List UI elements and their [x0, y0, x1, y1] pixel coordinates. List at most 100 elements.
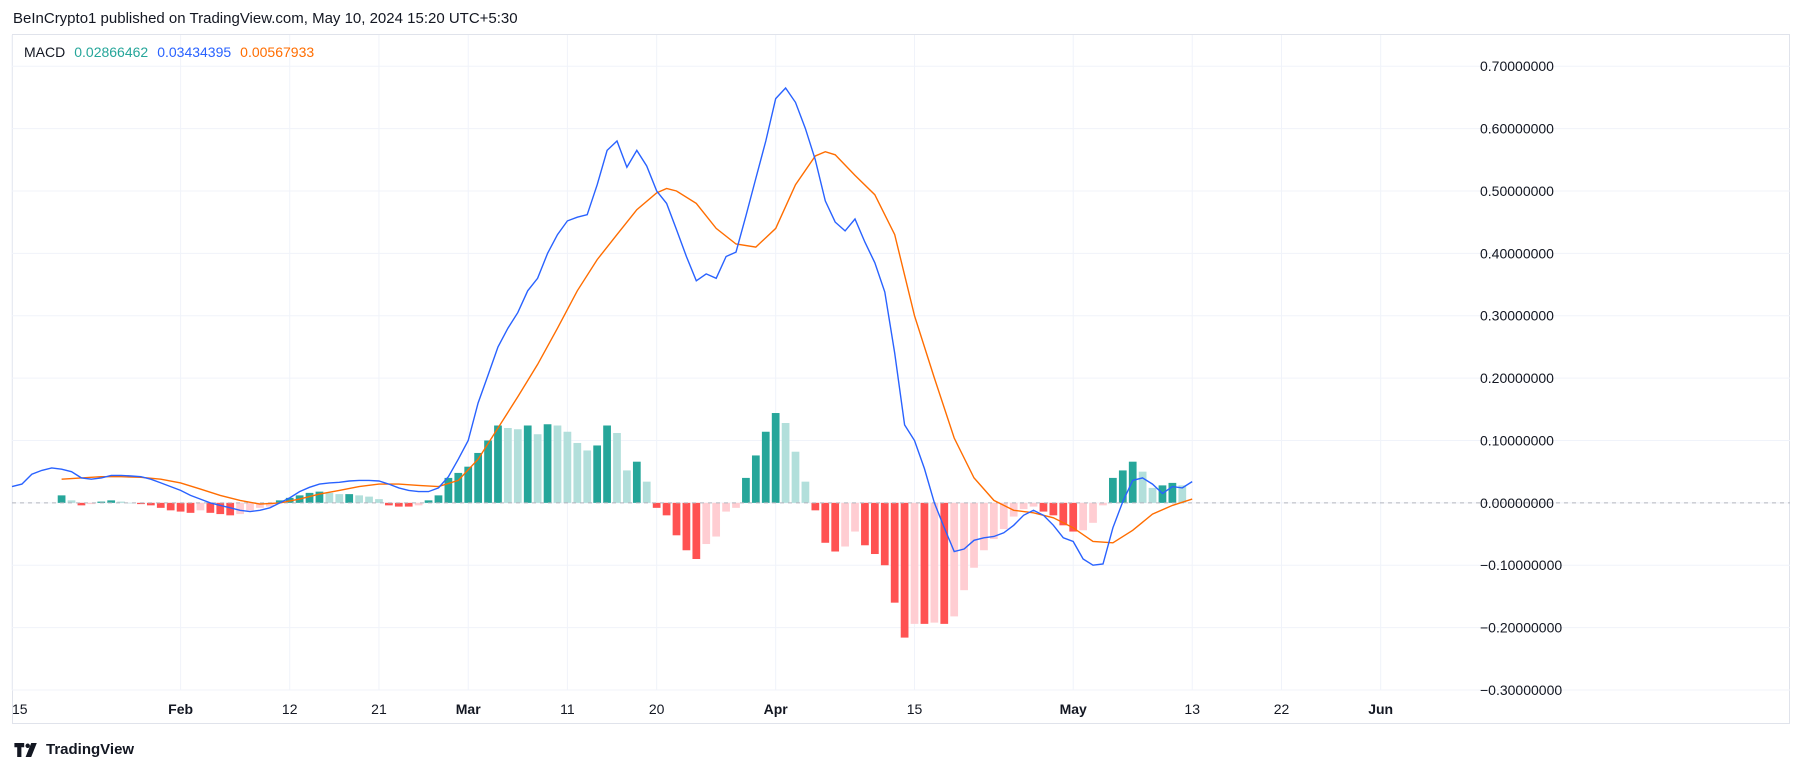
x-tick-label: Apr	[764, 701, 789, 717]
x-tick-label: Jun	[1368, 701, 1393, 717]
histogram-bar	[424, 500, 433, 503]
histogram-bar	[1089, 502, 1097, 523]
histogram-bar	[890, 502, 899, 603]
histogram-bar	[523, 425, 532, 503]
histogram-bar	[831, 502, 840, 552]
legend-name: MACD	[24, 44, 66, 60]
histogram-bar	[315, 491, 324, 503]
histogram-bar	[841, 502, 849, 547]
histogram-bar	[186, 502, 195, 513]
y-tick-label: 0.20000000	[1480, 370, 1554, 386]
legend-macd-value: 0.03434395	[157, 44, 232, 60]
histogram-bar	[980, 502, 988, 551]
histogram-bar	[880, 502, 889, 566]
histogram-bar	[265, 502, 274, 507]
histogram-bar	[682, 502, 691, 551]
indicator-legend[interactable]: MACD 0.02866462 0.03434395 0.00567933	[24, 44, 314, 60]
histogram-bar	[989, 502, 998, 540]
histogram-bar	[1029, 502, 1038, 507]
histogram-bar	[1178, 485, 1187, 503]
histogram-bar	[613, 432, 621, 503]
y-tick-label: 0.10000000	[1480, 432, 1554, 448]
histogram-bar	[533, 434, 542, 503]
y-tick-label: 0.60000000	[1480, 121, 1554, 137]
histogram-bar	[801, 481, 810, 503]
histogram-bar	[563, 431, 572, 503]
y-tick-label: −0.30000000	[1480, 682, 1562, 698]
y-tick-label: 0.00000000	[1480, 495, 1554, 511]
histogram-bar	[127, 502, 135, 504]
legend-signal-value: 0.00567933	[240, 44, 315, 60]
histogram-bar	[385, 502, 393, 506]
x-tick-label: Mar	[456, 701, 481, 717]
histogram-bar	[781, 423, 790, 503]
histogram-bar	[999, 502, 1008, 530]
histogram-bar	[920, 502, 929, 624]
histogram-bar	[771, 413, 780, 503]
histogram-bar	[1049, 502, 1058, 516]
histogram-bar	[196, 502, 205, 511]
histogram-bar	[662, 502, 671, 516]
histogram-bar	[652, 502, 661, 508]
histogram-bar	[870, 502, 879, 555]
x-tick-label: 13	[1184, 701, 1200, 717]
histogram-bar	[146, 502, 155, 506]
histogram-bar	[275, 500, 284, 503]
histogram-bar	[642, 481, 651, 503]
histogram-bar	[1059, 502, 1068, 526]
histogram-bar	[960, 502, 968, 591]
histogram-bar	[761, 431, 770, 503]
y-axis: 0.70000000 0.60000000 0.50000000 0.40000000…	[1480, 58, 1562, 698]
histogram-bar	[226, 502, 235, 516]
histogram-bar	[236, 502, 244, 515]
histogram-bar	[375, 499, 383, 503]
histogram-bar	[910, 502, 919, 624]
histogram-bar	[166, 502, 175, 511]
histogram-bar	[67, 500, 76, 503]
histogram-bar	[345, 494, 354, 503]
histogram-bar	[137, 502, 145, 505]
histogram-bar	[216, 502, 225, 515]
histogram-bar	[1079, 502, 1087, 531]
x-tick-label: 21	[371, 701, 387, 717]
histogram-bar	[791, 451, 800, 503]
histogram-bar	[712, 502, 721, 537]
x-tick-label: 15	[12, 701, 28, 717]
histogram-bar	[702, 502, 711, 545]
y-tick-label: 0.50000000	[1480, 183, 1554, 199]
histogram-bar	[751, 455, 760, 503]
histogram-bar	[1099, 502, 1107, 506]
x-tick-label: 12	[282, 701, 298, 717]
histogram-bar	[305, 492, 314, 503]
x-tick-label: 11	[560, 701, 575, 717]
macd-line	[11, 86, 1193, 566]
histogram-bars	[57, 413, 1187, 638]
y-tick-label: 0.40000000	[1480, 245, 1554, 261]
footer-brand[interactable]: TradingView	[14, 741, 134, 758]
histogram-bar	[504, 428, 512, 503]
histogram-bar	[117, 501, 125, 503]
x-axis: 15 Feb 12 21 Mar 11 20 Apr 15 May 13 22 Jun	[12, 701, 1393, 717]
histogram-bar	[206, 502, 215, 513]
histogram-bar	[1168, 482, 1177, 503]
histogram-bar	[404, 502, 413, 507]
histogram-bar	[940, 502, 949, 624]
histogram-bar	[742, 477, 750, 503]
histogram-bar	[484, 440, 492, 503]
histogram-bar	[692, 502, 701, 559]
y-tick-label: 0.30000000	[1480, 308, 1554, 324]
tradingview-logo-icon	[14, 742, 37, 757]
histogram-bar	[900, 502, 909, 638]
histogram-bar	[355, 495, 363, 503]
histogram-bar	[325, 492, 334, 503]
histogram-bar	[1039, 502, 1048, 512]
histogram-bar	[930, 502, 939, 623]
histogram-bar	[335, 494, 344, 503]
x-tick-label: Feb	[168, 701, 193, 717]
histogram-bar	[732, 502, 740, 508]
histogram-bar	[722, 502, 730, 512]
histogram-bar	[861, 502, 869, 546]
histogram-bar	[414, 502, 423, 506]
histogram-bar	[365, 496, 373, 503]
